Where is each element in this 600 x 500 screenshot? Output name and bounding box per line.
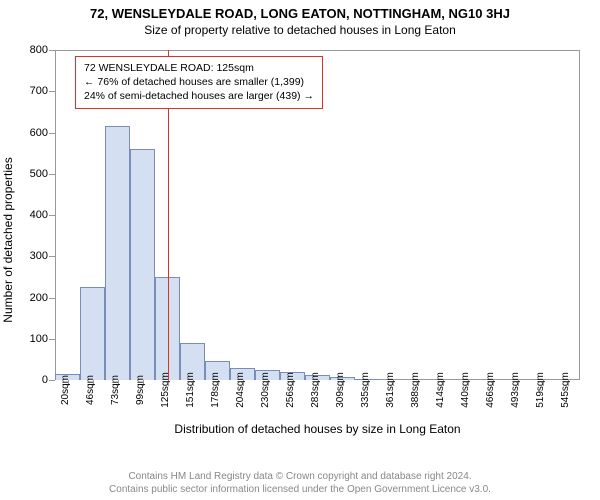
- y-tick: [49, 256, 55, 257]
- y-tick-label: 700: [30, 85, 48, 97]
- page-subtitle: Size of property relative to detached ho…: [0, 21, 600, 37]
- x-tick-label: 440sqm: [460, 372, 471, 408]
- x-tick-label: 20sqm: [60, 375, 71, 405]
- y-tick: [49, 50, 55, 51]
- page-title: 72, WENSLEYDALE ROAD, LONG EATON, NOTTIN…: [0, 0, 600, 21]
- x-tick-label: 519sqm: [535, 372, 546, 408]
- annotation-line: 72 WENSLEYDALE ROAD: 125sqm: [84, 61, 314, 75]
- y-tick: [49, 174, 55, 175]
- footer-line1: Contains HM Land Registry data © Crown c…: [0, 471, 600, 484]
- x-tick-label: 466sqm: [485, 372, 496, 408]
- annotation-line: 24% of semi-detached houses are larger (…: [84, 89, 314, 103]
- y-tick: [49, 380, 55, 381]
- y-tick: [49, 215, 55, 216]
- x-tick-label: 46sqm: [85, 375, 96, 405]
- x-tick-label: 125sqm: [160, 372, 171, 408]
- y-tick-label: 200: [30, 292, 48, 304]
- y-tick-label: 300: [30, 250, 48, 262]
- y-tick-label: 100: [30, 333, 48, 345]
- x-tick-label: 283sqm: [310, 372, 321, 408]
- x-tick-label: 73sqm: [110, 375, 121, 405]
- y-tick-label: 600: [30, 127, 48, 139]
- y-tick-label: 500: [30, 168, 48, 180]
- chart-container: Number of detached properties 0100200300…: [0, 40, 600, 440]
- annotation-line: ← 76% of detached houses are smaller (1,…: [84, 75, 314, 89]
- x-tick-label: 545sqm: [560, 372, 571, 408]
- annotation-box: 72 WENSLEYDALE ROAD: 125sqm← 76% of deta…: [75, 56, 323, 109]
- x-tick-label: 204sqm: [235, 372, 246, 408]
- footer-line2: Contains public sector information licen…: [0, 484, 600, 497]
- y-tick: [49, 91, 55, 92]
- x-tick-label: 361sqm: [385, 372, 396, 408]
- x-tick-label: 151sqm: [185, 372, 196, 408]
- footer: Contains HM Land Registry data © Crown c…: [0, 471, 600, 496]
- y-tick: [49, 339, 55, 340]
- y-tick: [49, 133, 55, 134]
- x-tick-label: 230sqm: [260, 372, 271, 408]
- x-tick-label: 335sqm: [360, 372, 371, 408]
- histogram-bar: [130, 149, 155, 380]
- x-tick-label: 414sqm: [435, 372, 446, 408]
- y-tick-label: 0: [42, 374, 48, 386]
- x-tick-label: 178sqm: [210, 372, 221, 408]
- x-tick-label: 309sqm: [335, 372, 346, 408]
- y-axis-label: Number of detached properties: [1, 157, 15, 322]
- histogram-bar: [80, 287, 105, 380]
- x-tick-label: 256sqm: [285, 372, 296, 408]
- x-tick-label: 493sqm: [510, 372, 521, 408]
- y-tick-label: 400: [30, 209, 48, 221]
- y-tick: [49, 298, 55, 299]
- histogram-bar: [105, 126, 130, 380]
- x-tick-label: 388sqm: [410, 372, 421, 408]
- x-tick-label: 99sqm: [135, 375, 146, 405]
- plot-area: 010020030040050060070080020sqm46sqm73sqm…: [55, 50, 580, 380]
- y-tick-label: 800: [30, 44, 48, 56]
- x-axis-label: Distribution of detached houses by size …: [55, 422, 580, 436]
